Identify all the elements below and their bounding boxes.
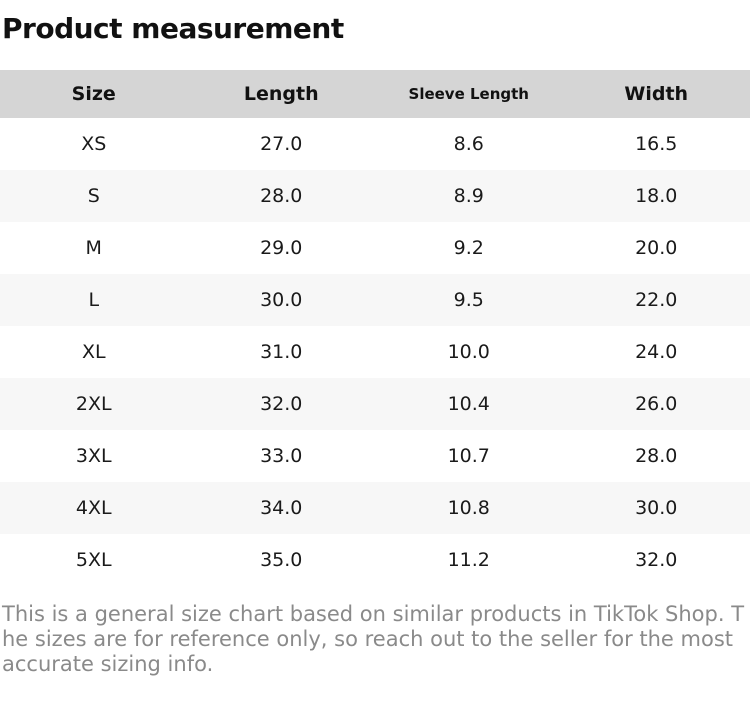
width-cell: 32.0 [563, 534, 750, 586]
sleeve-length-cell: 8.9 [375, 170, 563, 222]
size-chart-disclaimer: This is a general size chart based on si… [2, 602, 750, 677]
column-header-sleeve-length: Sleeve Length [375, 70, 563, 118]
sleeve-length-cell: 9.5 [375, 274, 563, 326]
length-cell: 33.0 [188, 430, 376, 482]
sleeve-length-cell: 11.2 [375, 534, 563, 586]
size-cell: XS [0, 118, 188, 170]
length-cell: 29.0 [188, 222, 376, 274]
width-cell: 22.0 [563, 274, 750, 326]
header-row: Size Length Sleeve Length Width [0, 70, 750, 118]
size-cell: 4XL [0, 482, 188, 534]
sleeve-length-cell: 10.4 [375, 378, 563, 430]
sleeve-length-cell: 8.6 [375, 118, 563, 170]
width-cell: 24.0 [563, 326, 750, 378]
column-header-size: Size [0, 70, 188, 118]
length-cell: 27.0 [188, 118, 376, 170]
sleeve-length-cell: 9.2 [375, 222, 563, 274]
size-chart-header: Size Length Sleeve Length Width [0, 70, 750, 118]
size-cell: L [0, 274, 188, 326]
length-cell: 30.0 [188, 274, 376, 326]
width-cell: 16.5 [563, 118, 750, 170]
size-cell: 3XL [0, 430, 188, 482]
page-title: Product measurement [2, 12, 750, 45]
width-cell: 28.0 [563, 430, 750, 482]
size-cell: M [0, 222, 188, 274]
size-cell: 5XL [0, 534, 188, 586]
width-cell: 30.0 [563, 482, 750, 534]
length-cell: 31.0 [188, 326, 376, 378]
size-cell: 2XL [0, 378, 188, 430]
length-cell: 32.0 [188, 378, 376, 430]
sleeve-length-cell: 10.7 [375, 430, 563, 482]
width-cell: 18.0 [563, 170, 750, 222]
width-cell: 20.0 [563, 222, 750, 274]
width-cell: 26.0 [563, 378, 750, 430]
column-header-width: Width [563, 70, 750, 118]
sleeve-length-cell: 10.0 [375, 326, 563, 378]
size-cell: S [0, 170, 188, 222]
column-header-length: Length [188, 70, 376, 118]
size-cell: XL [0, 326, 188, 378]
length-cell: 35.0 [188, 534, 376, 586]
sleeve-length-cell: 10.8 [375, 482, 563, 534]
length-cell: 28.0 [188, 170, 376, 222]
length-cell: 34.0 [188, 482, 376, 534]
